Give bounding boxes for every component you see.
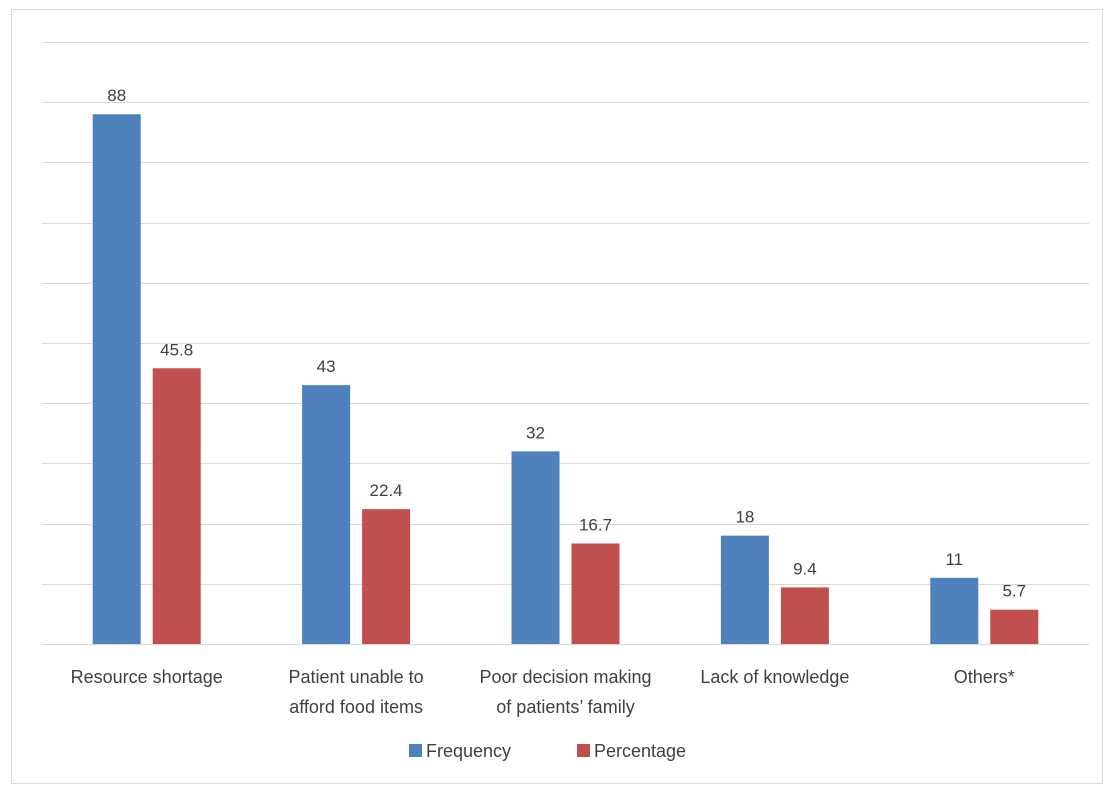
bar-frequency-1: [302, 385, 351, 644]
x-tick-label-3: Lack of knowledge: [700, 667, 849, 687]
data-label-frequency-2: 32: [526, 423, 545, 442]
data-label-frequency-4: 11: [945, 550, 963, 569]
data-label-percentage-3: 9.4: [793, 559, 817, 578]
x-tick-label-2: Poor decision making of patients’ family: [479, 667, 651, 717]
data-label-frequency-1: 43: [317, 357, 336, 376]
x-tick-label-1: Patient unable to afford food items: [289, 667, 424, 717]
bar-percentage-1: [362, 509, 411, 644]
legend-swatch-frequency: [409, 744, 422, 757]
bar-frequency-2: [511, 451, 560, 644]
data-label-frequency-3: 18: [735, 508, 754, 527]
bar-chart: 88 45.8 43 22.4 32 16.7 18 9.4 11 5.7 Resource sh…: [42, 42, 1089, 761]
legend: Frequency Percentage: [409, 741, 686, 761]
legend-label-frequency: Frequency: [426, 741, 511, 761]
data-label-percentage-0: 45.8: [160, 340, 193, 359]
bar-frequency-0: [92, 114, 141, 645]
legend-swatch-percentage: [577, 744, 590, 757]
data-labels: 88 45.8 43 22.4 32 16.7 18 9.4 11 5.7: [107, 86, 1026, 600]
bar-percentage-4: [990, 609, 1039, 644]
gridlines: [42, 42, 1089, 645]
x-tick-label-4: Others*: [954, 667, 1015, 687]
legend-label-percentage: Percentage: [594, 741, 686, 761]
bar-frequency-3: [720, 535, 769, 644]
data-label-percentage-4: 5.7: [1002, 582, 1026, 601]
data-label-frequency-0: 88: [107, 86, 126, 105]
data-label-percentage-1: 22.4: [370, 481, 403, 500]
bar-percentage-3: [780, 587, 829, 644]
bar-frequency-4: [930, 577, 979, 644]
bar-percentage-2: [571, 543, 620, 644]
x-tick-label-0: Resource shortage: [71, 667, 223, 687]
x-axis: Resource shortage Patient unable to afford…: [42, 644, 1089, 717]
data-label-percentage-2: 16.7: [579, 515, 612, 534]
chart-frame: 88 45.8 43 22.4 32 16.7 18 9.4 11 5.7 Resource sh…: [11, 9, 1103, 784]
bar-percentage-0: [152, 368, 201, 644]
bars: [92, 114, 1039, 645]
